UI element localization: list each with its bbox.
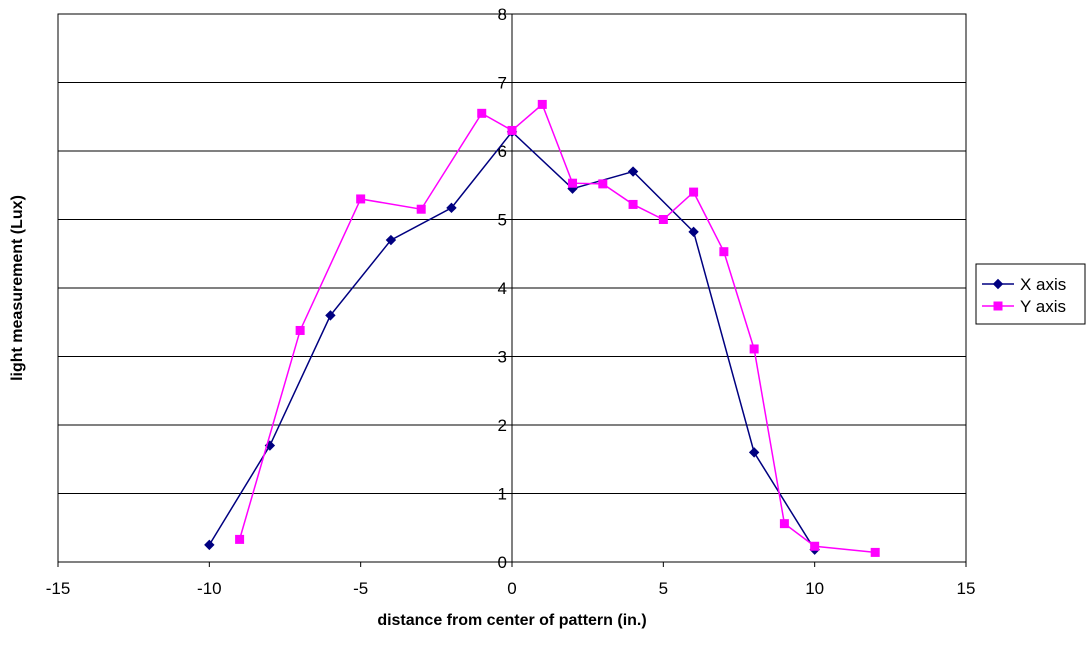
data-point bbox=[598, 179, 608, 189]
data-point bbox=[356, 194, 366, 204]
y-tick-label: 2 bbox=[498, 416, 507, 435]
y-tick-label: 5 bbox=[498, 211, 507, 230]
x-tick-label: 0 bbox=[507, 579, 516, 598]
x-tick-labels: -15 -10 -5 0 5 10 15 bbox=[46, 579, 976, 598]
data-point bbox=[749, 344, 759, 354]
data-point bbox=[295, 325, 305, 335]
data-point bbox=[325, 310, 336, 321]
y-tick-label: 8 bbox=[498, 5, 507, 24]
data-point bbox=[507, 125, 517, 135]
data-point bbox=[416, 204, 426, 214]
y-tick-label: 7 bbox=[498, 74, 507, 93]
data-point bbox=[689, 187, 699, 197]
legend-marker bbox=[993, 301, 1003, 311]
legend: X axis Y axis bbox=[975, 263, 1086, 325]
data-point bbox=[719, 247, 729, 257]
x-tick-label: -5 bbox=[353, 579, 368, 598]
y-axis-title: light measurement (Lux) bbox=[9, 195, 26, 381]
data-point bbox=[870, 547, 880, 557]
legend-label: Y axis bbox=[1020, 297, 1066, 316]
legend-box bbox=[975, 263, 1086, 325]
x-tick-label: 15 bbox=[957, 579, 976, 598]
legend-label: X axis bbox=[1020, 275, 1066, 294]
x-tick-label: -10 bbox=[197, 579, 222, 598]
y-tick-label: 4 bbox=[498, 279, 507, 298]
y-tick-label: 1 bbox=[498, 485, 507, 504]
data-point bbox=[568, 178, 578, 188]
data-point bbox=[477, 108, 487, 118]
y-tick-label: 0 bbox=[498, 553, 507, 572]
data-point bbox=[204, 539, 215, 551]
series-layer bbox=[204, 99, 880, 557]
y-tick-label: 6 bbox=[498, 142, 507, 161]
data-point bbox=[446, 202, 457, 214]
data-point bbox=[779, 519, 789, 529]
data-point bbox=[810, 541, 820, 551]
x-axis-title: distance from center of pattern (in.) bbox=[377, 612, 646, 629]
legend-marker bbox=[992, 278, 1004, 290]
legend-item: Y axis bbox=[982, 297, 1066, 316]
y-tick-labels: 0 1 2 3 4 5 6 7 8 bbox=[498, 5, 507, 572]
data-point bbox=[537, 99, 547, 109]
legend-item: X axis bbox=[982, 275, 1066, 294]
data-point bbox=[385, 234, 397, 246]
series-line bbox=[238, 103, 876, 554]
x-tick-label: 5 bbox=[659, 579, 668, 598]
data-point bbox=[658, 215, 668, 224]
x-tick-label: -15 bbox=[46, 579, 71, 598]
y-tick-label: 3 bbox=[498, 348, 507, 367]
x-tick-label: 10 bbox=[805, 579, 824, 598]
data-point bbox=[748, 447, 760, 458]
data-point bbox=[235, 534, 245, 544]
data-point bbox=[628, 199, 638, 209]
data-point bbox=[627, 166, 639, 177]
axes bbox=[57, 13, 967, 567]
data-point bbox=[688, 226, 699, 238]
gridlines bbox=[58, 82, 966, 494]
series-2 bbox=[235, 99, 880, 557]
